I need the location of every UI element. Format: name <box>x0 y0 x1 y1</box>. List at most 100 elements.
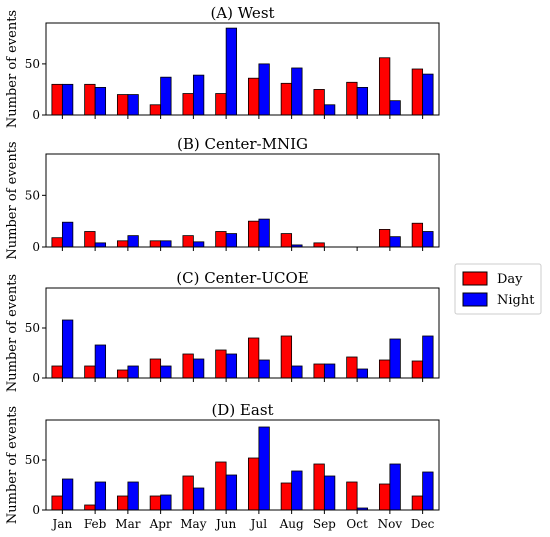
y-tick-label: 50 <box>25 188 40 202</box>
bar-night-jan <box>61 221 74 248</box>
bar-day-mar <box>116 369 129 379</box>
bar-day-apr <box>149 104 162 116</box>
bar-night-jun <box>225 353 238 379</box>
bar-night-dec <box>422 231 434 248</box>
panel-1: (A) West Number of events 0 50 <box>5 4 440 128</box>
bar-day-jun <box>215 231 227 248</box>
plot-frame <box>45 153 440 248</box>
bar-night-mar <box>127 481 139 511</box>
bar-night-apr <box>160 76 172 116</box>
legend: Day Night <box>454 263 542 315</box>
bar-night-may <box>192 358 205 379</box>
bar-night-nov <box>389 463 401 511</box>
bar-night-sep <box>323 475 336 511</box>
bar-day-nov <box>378 359 391 379</box>
bar-day-may <box>182 235 194 248</box>
bar-day-jan <box>51 237 63 248</box>
bar-night-nov <box>389 100 401 116</box>
bar-day-aug <box>280 233 293 248</box>
bar-night-jan <box>61 83 74 116</box>
bar-night-mar <box>127 365 139 379</box>
y-axis-label: Number of events <box>5 141 20 259</box>
bar-night-feb <box>94 87 107 116</box>
bar-night-jul <box>258 426 270 511</box>
plot-frame <box>45 287 440 379</box>
x-tick-label: Sep <box>313 517 336 531</box>
bar-day-dec <box>411 222 424 248</box>
bar-night-nov <box>389 338 401 379</box>
bar-day-apr <box>149 240 162 248</box>
legend-label-day: Day <box>497 272 523 287</box>
bar-night-sep <box>323 363 336 379</box>
bar-night-feb <box>94 242 107 248</box>
bar-day-jul <box>247 220 260 248</box>
bar-day-may <box>182 475 194 511</box>
x-tick-label: Aug <box>279 517 304 531</box>
bar-night-nov <box>389 236 401 248</box>
bar-night-mar <box>127 235 139 248</box>
x-tick-label: Oct <box>346 517 368 531</box>
legend-swatch-night <box>462 292 488 307</box>
panel-2: (B) Center-MNIG Number of events 0 50 <box>5 135 440 260</box>
x-tick-label: May <box>180 517 206 531</box>
bar-night-may <box>192 241 205 248</box>
bar-day-feb <box>84 365 96 379</box>
bar-day-nov <box>378 57 391 116</box>
bar-day-aug <box>280 482 293 511</box>
bar-night-apr <box>160 240 172 248</box>
y-tick-label: 50 <box>25 453 40 467</box>
bar-night-oct <box>356 368 369 379</box>
bar-night-feb <box>94 344 107 379</box>
x-tick-label: Dec <box>411 517 435 531</box>
bar-day-dec <box>411 495 424 511</box>
bar-day-mar <box>116 240 129 248</box>
x-tick-label: Feb <box>84 517 107 531</box>
bar-day-apr <box>149 495 162 511</box>
bar-day-jun <box>215 93 227 116</box>
bar-night-feb <box>94 481 107 511</box>
bar-day-mar <box>116 495 129 511</box>
bar-day-aug <box>280 82 293 116</box>
x-tick-label: Mar <box>115 517 140 531</box>
panel-4: (D) East Number of events 0 50 Jan Feb Mar Apr M… <box>5 401 440 531</box>
x-tick-label: Jan <box>51 517 73 531</box>
y-tick-label: 0 <box>32 240 40 254</box>
y-tick-label: 50 <box>25 321 40 335</box>
x-tick-label: Jun <box>214 517 237 531</box>
bar-night-jul <box>258 63 270 116</box>
bar-night-dec <box>422 73 434 116</box>
bar-day-mar <box>116 94 129 116</box>
legend-swatch-day <box>462 271 488 286</box>
bar-day-sep <box>313 242 325 248</box>
bar-night-jul <box>258 218 270 248</box>
bar-day-feb <box>84 504 96 511</box>
bar-day-oct <box>346 481 358 511</box>
bar-night-apr <box>160 365 172 379</box>
x-tick-label: Apr <box>149 517 172 531</box>
bar-night-dec <box>422 335 434 379</box>
bar-night-may <box>192 74 205 116</box>
bar-day-jun <box>215 349 227 379</box>
bar-day-jan <box>51 83 63 116</box>
y-tick-label: 0 <box>32 108 40 122</box>
panel-title: (C) Center-UCOE <box>176 269 308 287</box>
y-tick-label: 0 <box>32 503 40 517</box>
bar-night-jan <box>61 319 74 379</box>
bar-night-jan <box>61 478 74 511</box>
bar-night-sep <box>323 104 336 116</box>
bar-day-jan <box>51 495 63 511</box>
bar-night-jun <box>225 474 238 511</box>
y-axis-label: Number of events <box>5 10 20 128</box>
bar-day-dec <box>411 68 424 116</box>
bar-night-oct <box>356 87 369 116</box>
y-tick-label: 0 <box>32 371 40 385</box>
bar-day-dec <box>411 360 424 379</box>
bar-day-sep <box>313 89 325 116</box>
bar-day-aug <box>280 335 293 379</box>
bar-night-aug <box>291 67 303 116</box>
y-axis-label: Number of events <box>5 406 20 524</box>
bar-day-sep <box>313 463 325 511</box>
x-tick-label: Jul <box>249 517 268 531</box>
